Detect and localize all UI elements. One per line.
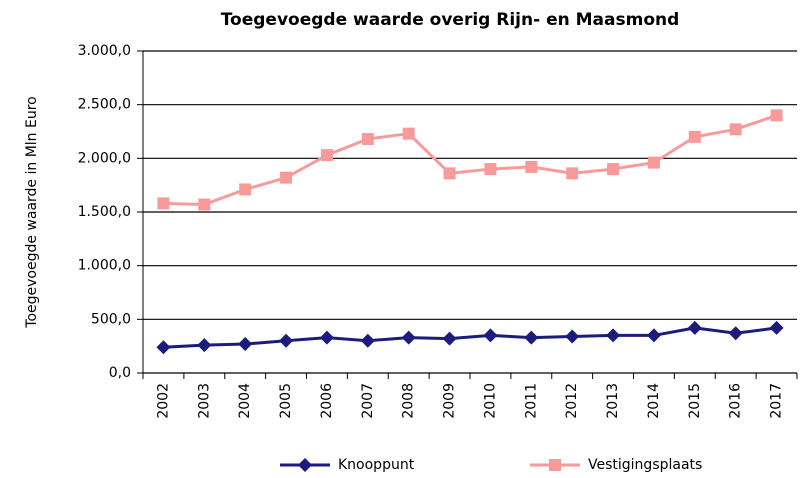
x-tick-label: 2016 (728, 383, 744, 419)
data-point (729, 123, 742, 136)
data-point (769, 320, 784, 335)
data-point (607, 163, 620, 176)
x-tick-label: 2010 (482, 383, 498, 419)
x-tick-label: 2009 (442, 383, 458, 419)
x-tick-label: 2002 (155, 383, 171, 419)
x-tick-label: 2008 (401, 383, 417, 419)
x-tick-label: 2005 (278, 383, 294, 419)
x-tick-label: 2015 (687, 383, 703, 419)
x-tick-label: 2014 (646, 383, 662, 419)
data-point (647, 156, 660, 169)
data-point (402, 127, 415, 140)
legend-marker (298, 458, 312, 472)
data-point (646, 328, 661, 343)
legend-label: Knooppunt (338, 457, 415, 473)
data-point (525, 160, 538, 173)
data-point (401, 330, 416, 345)
data-point (239, 183, 252, 196)
series-line (163, 113, 778, 206)
data-point (197, 338, 212, 353)
data-point (770, 109, 783, 122)
data-point (319, 330, 334, 345)
y-tick-label: 500,0 (91, 311, 131, 327)
x-tick-label: 2006 (319, 383, 335, 419)
data-point (565, 329, 580, 344)
x-tick-label: 2003 (196, 383, 212, 419)
y-axis-title: Toegevoegde waarde in Mln Euro (24, 96, 40, 328)
data-point (280, 171, 293, 184)
x-tick-label: 2013 (605, 383, 621, 419)
data-point (688, 130, 701, 143)
data-point (687, 320, 702, 335)
data-point (566, 167, 579, 180)
x-tick-label: 2007 (360, 383, 376, 419)
data-point (157, 197, 170, 210)
y-tick-label: 1.000,0 (78, 258, 131, 274)
data-point (156, 340, 171, 355)
data-point (279, 333, 294, 348)
chart-title: Toegevoegde waarde overig Rijn- en Maasm… (221, 10, 680, 30)
x-tick-label: 2004 (237, 383, 253, 419)
series-line (163, 326, 777, 349)
data-point (443, 167, 456, 180)
data-point (728, 326, 743, 341)
data-point (524, 330, 539, 345)
y-tick-label: 3.000,0 (78, 43, 131, 59)
data-point (484, 163, 497, 176)
y-tick-label: 1.500,0 (78, 204, 131, 220)
data-point (360, 333, 375, 348)
data-point (198, 198, 211, 211)
x-tick-label: 2012 (564, 383, 580, 419)
x-tick-label: 2011 (523, 383, 539, 419)
data-point (606, 328, 621, 343)
y-tick-label: 2.000,0 (78, 150, 131, 166)
data-point (483, 328, 498, 343)
data-point (238, 337, 253, 352)
data-point (442, 331, 457, 346)
data-point (320, 149, 333, 162)
y-tick-label: 0,0 (109, 365, 131, 381)
data-point (361, 133, 374, 146)
legend-label: Vestigingsplaats (588, 457, 702, 473)
legend-marker (549, 459, 561, 471)
x-tick-label: 2017 (769, 383, 785, 419)
y-tick-label: 2.500,0 (78, 97, 131, 113)
